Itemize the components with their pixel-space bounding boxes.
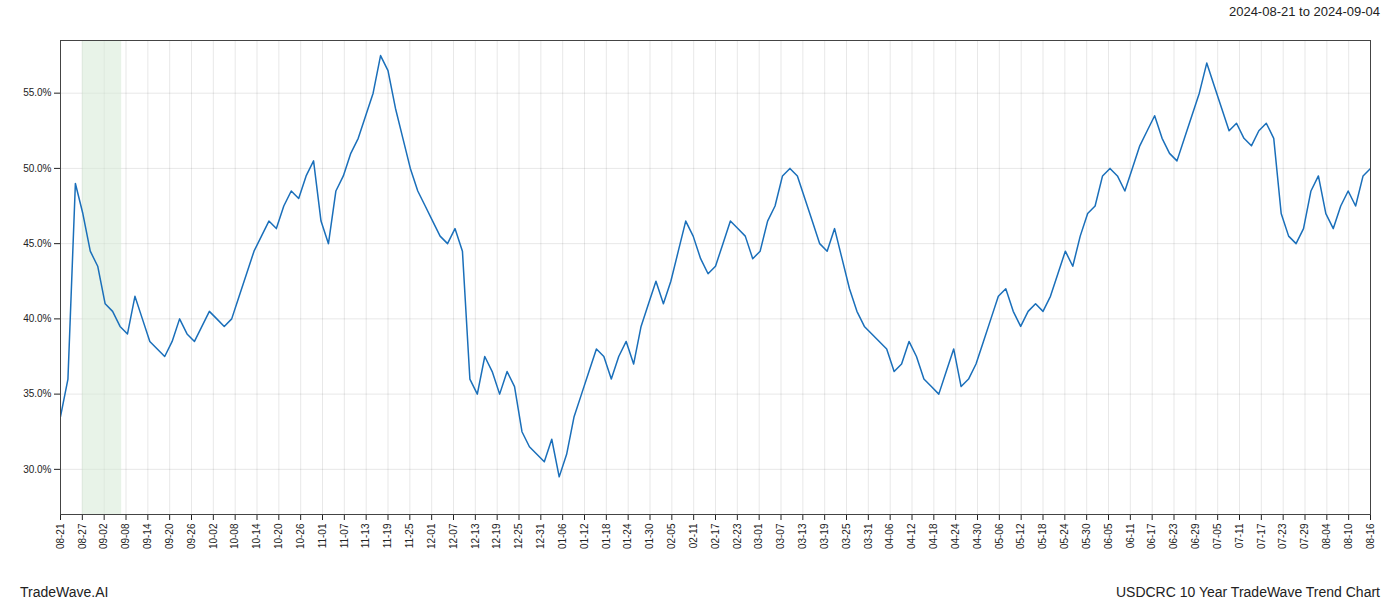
svg-text:05-06: 05-06: [994, 523, 1005, 549]
svg-text:12-31: 12-31: [535, 523, 546, 549]
svg-text:07-29: 07-29: [1299, 523, 1310, 549]
svg-text:03-19: 03-19: [819, 523, 830, 549]
svg-text:05-18: 05-18: [1037, 523, 1048, 549]
svg-text:05-12: 05-12: [1015, 523, 1026, 549]
svg-text:09-08: 09-08: [120, 523, 131, 549]
svg-text:03-13: 03-13: [797, 523, 808, 549]
svg-text:35.0%: 35.0%: [23, 388, 51, 399]
svg-text:08-10: 08-10: [1343, 523, 1354, 549]
svg-text:12-07: 12-07: [448, 523, 459, 549]
svg-text:03-07: 03-07: [775, 523, 786, 549]
svg-text:06-05: 06-05: [1103, 523, 1114, 549]
svg-text:09-02: 09-02: [98, 523, 109, 549]
svg-text:04-12: 04-12: [906, 523, 917, 549]
svg-text:06-11: 06-11: [1125, 523, 1136, 548]
svg-text:10-20: 10-20: [273, 523, 284, 549]
svg-text:01-12: 01-12: [579, 523, 590, 549]
svg-text:02-05: 02-05: [666, 523, 677, 549]
svg-text:03-31: 03-31: [863, 523, 874, 549]
svg-text:06-17: 06-17: [1146, 523, 1157, 549]
svg-text:03-25: 03-25: [841, 523, 852, 549]
svg-text:02-11: 02-11: [688, 523, 699, 548]
svg-text:07-23: 07-23: [1277, 523, 1288, 549]
svg-text:11-01: 11-01: [317, 523, 328, 548]
svg-text:09-14: 09-14: [142, 523, 153, 549]
svg-text:10-26: 10-26: [295, 523, 306, 549]
svg-text:04-18: 04-18: [928, 523, 939, 549]
svg-text:08-21: 08-21: [55, 523, 66, 549]
svg-text:08-16: 08-16: [1365, 523, 1376, 549]
svg-text:11-13: 11-13: [360, 523, 371, 548]
svg-text:11-07: 11-07: [339, 523, 350, 548]
svg-text:07-05: 07-05: [1212, 523, 1223, 549]
svg-text:05-30: 05-30: [1081, 523, 1092, 549]
svg-text:12-25: 12-25: [513, 523, 524, 549]
svg-text:02-17: 02-17: [710, 523, 721, 549]
svg-text:10-08: 10-08: [229, 523, 240, 549]
html-text:TradeWave.AI: TradeWave.AI: [20, 584, 109, 600]
svg-text:08-27: 08-27: [77, 523, 88, 549]
svg-text:01-24: 01-24: [622, 523, 633, 549]
svg-text:07-17: 07-17: [1256, 523, 1267, 549]
svg-text:06-29: 06-29: [1190, 523, 1201, 549]
svg-text:40.0%: 40.0%: [23, 313, 51, 324]
html-text:2024-08-21 to 2024-09-04: 2024-08-21 to 2024-09-04: [1228, 4, 1380, 19]
svg-text:50.0%: 50.0%: [23, 163, 51, 174]
svg-text:02-23: 02-23: [732, 523, 743, 549]
svg-text:01-18: 01-18: [601, 523, 612, 549]
svg-text:11-25: 11-25: [404, 523, 415, 548]
svg-text:08-04: 08-04: [1321, 523, 1332, 549]
svg-text:10-02: 10-02: [208, 523, 219, 549]
svg-text:04-06: 04-06: [884, 523, 895, 549]
svg-text:01-30: 01-30: [644, 523, 655, 549]
svg-text:10-14: 10-14: [251, 523, 262, 549]
svg-text:12-13: 12-13: [470, 523, 481, 549]
svg-text:04-30: 04-30: [972, 523, 983, 549]
svg-text:12-19: 12-19: [491, 523, 502, 549]
svg-text:01-06: 01-06: [557, 523, 568, 549]
svg-text:55.0%: 55.0%: [23, 87, 51, 98]
svg-text:09-20: 09-20: [164, 523, 175, 549]
svg-text:03-01: 03-01: [753, 523, 764, 549]
svg-text:05-24: 05-24: [1059, 523, 1070, 549]
svg-text:06-23: 06-23: [1168, 523, 1179, 549]
svg-text:30.0%: 30.0%: [23, 464, 51, 475]
svg-text:45.0%: 45.0%: [23, 238, 51, 249]
svg-text:12-01: 12-01: [426, 523, 437, 549]
html-text:USDCRC 10 Year TradeWave Trend: USDCRC 10 Year TradeWave Trend Chart: [1116, 584, 1380, 600]
svg-text:11-19: 11-19: [382, 523, 393, 548]
svg-text:09-26: 09-26: [186, 523, 197, 549]
svg-text:04-24: 04-24: [950, 523, 961, 549]
svg-text:07-11: 07-11: [1234, 523, 1245, 548]
